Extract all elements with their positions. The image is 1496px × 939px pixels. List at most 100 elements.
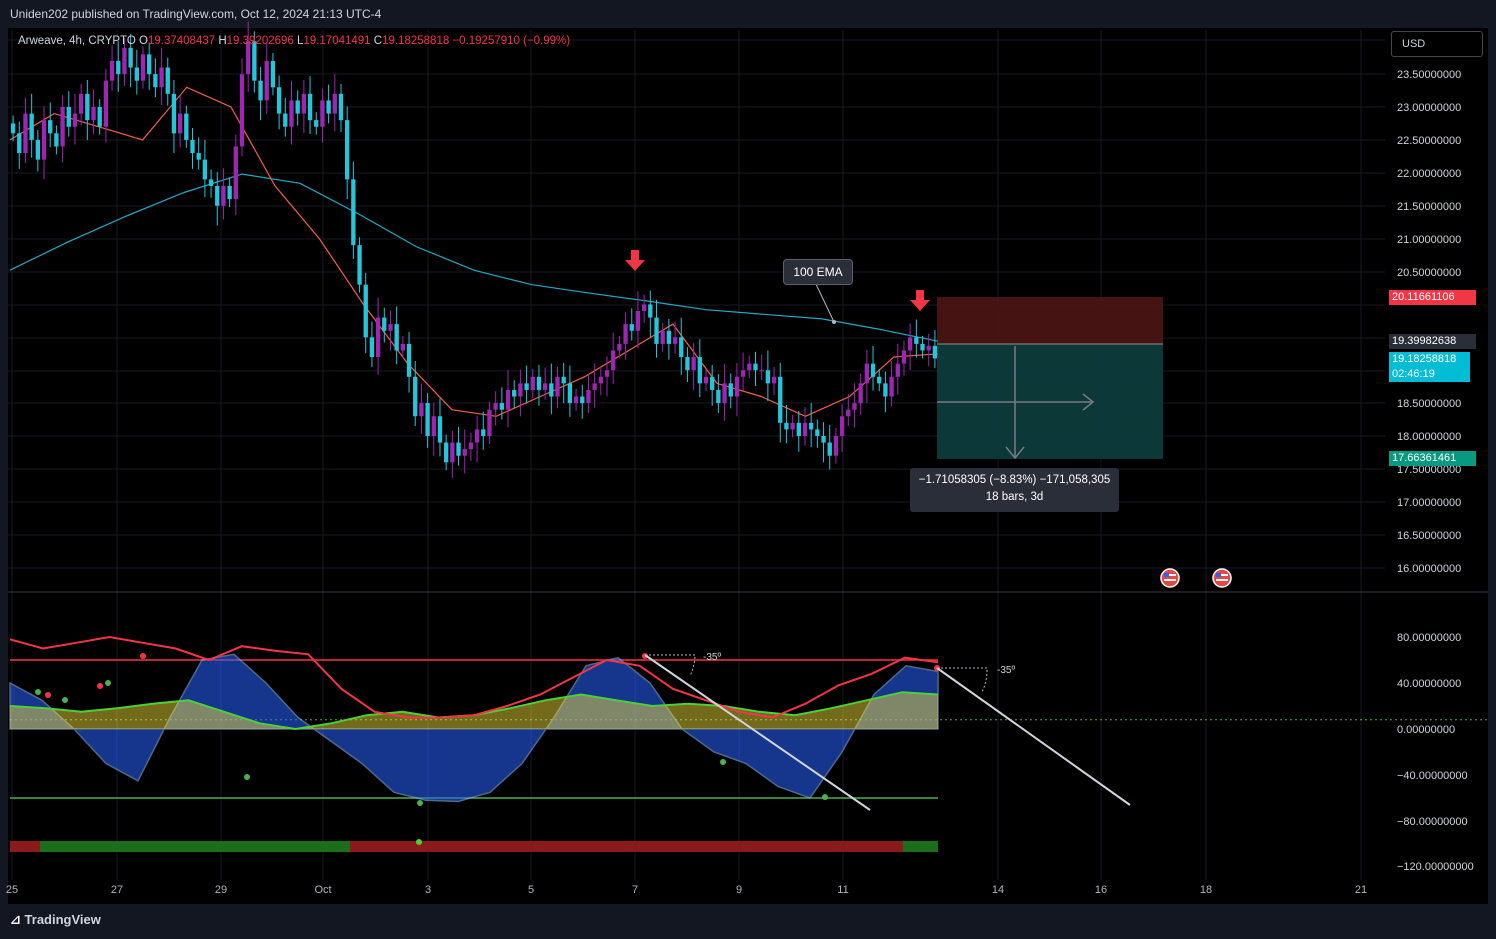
price-tick-label: 18.50000000 xyxy=(1397,398,1461,410)
candle-body xyxy=(171,93,177,134)
signal-dot xyxy=(416,839,422,845)
osc-tick-label: 80.00000000 xyxy=(1397,632,1461,644)
candle-body xyxy=(883,383,888,397)
ema-label[interactable]: 100 EMA xyxy=(783,259,853,285)
measure-line-2: 18 bars, 3d xyxy=(985,491,1044,503)
signal-dot xyxy=(45,692,51,698)
candle-body xyxy=(611,350,616,371)
ema-fast-line xyxy=(9,86,939,417)
candle-body xyxy=(505,389,511,410)
footer: ⊿ TradingView xyxy=(0,904,1496,939)
candle-body xyxy=(697,357,702,384)
osc-tick-label: −40.00000000 xyxy=(1397,770,1468,782)
x-tick-label: 27 xyxy=(111,884,123,896)
candle-body xyxy=(78,93,84,114)
trend-bar-segment xyxy=(350,841,903,852)
red-line xyxy=(9,635,939,719)
tradingview-logo[interactable]: ⊿ TradingView xyxy=(10,912,101,928)
candle-body xyxy=(481,429,486,436)
candle-body xyxy=(815,429,820,436)
entry-price-tag: 19.39982638 xyxy=(1389,334,1476,349)
open-value: 19.37408437 xyxy=(147,35,216,47)
candle-body xyxy=(604,370,610,377)
open-label: O xyxy=(139,35,148,47)
candle-body xyxy=(382,317,387,331)
candle-body xyxy=(740,370,746,377)
sell-arrow-2 xyxy=(910,290,930,311)
candle-body xyxy=(586,389,591,404)
candle-body xyxy=(419,403,424,417)
candle-body xyxy=(289,100,294,127)
tv-logo-icon: ⊿ xyxy=(10,912,21,927)
grid-lines xyxy=(8,30,1385,880)
wave-area xyxy=(9,653,939,803)
signal-dot xyxy=(417,800,423,806)
osc-tick-label: 40.00000000 xyxy=(1397,678,1461,690)
candle-body xyxy=(827,442,832,456)
candle-body xyxy=(147,54,152,75)
candle-body xyxy=(109,60,115,81)
signal-dot xyxy=(105,680,111,686)
candle-body xyxy=(710,376,715,390)
trend-bar-segment xyxy=(40,841,350,852)
candle-body xyxy=(375,317,381,358)
candle-body xyxy=(635,310,641,331)
trendline-1 xyxy=(644,654,871,811)
x-tick-label: 14 xyxy=(992,884,1004,896)
x-tick-label: 3 xyxy=(425,884,431,896)
x-tick-label: 7 xyxy=(632,884,638,896)
candle-body xyxy=(91,107,96,121)
stop-price-tag: 20.11661106 xyxy=(1389,290,1476,305)
candle-body xyxy=(536,376,542,390)
candle-body xyxy=(641,304,647,311)
signal-dot xyxy=(822,794,828,800)
tv-brand-label: TradingView xyxy=(24,912,101,927)
candle-body xyxy=(437,416,443,443)
candle-body xyxy=(35,139,41,160)
candle-body xyxy=(549,383,554,397)
price-tick-label: 21.00000000 xyxy=(1397,234,1461,246)
candle-body xyxy=(592,383,597,390)
candle-body xyxy=(388,324,393,331)
x-tick-label: 25 xyxy=(6,884,18,896)
price-tick-label: 18.00000000 xyxy=(1397,431,1461,443)
candle-body xyxy=(258,80,263,101)
candle-body xyxy=(901,350,907,364)
candle-body xyxy=(914,337,919,344)
candle-body xyxy=(499,403,505,410)
x-axis: 25 27 29 Oct 3 5 7 9 11 14 16 18 21 xyxy=(6,884,1367,896)
candle-body xyxy=(326,100,331,114)
candle-body xyxy=(784,422,789,430)
candle-body xyxy=(41,120,47,160)
candle-body xyxy=(870,363,876,377)
candle-body xyxy=(648,304,653,318)
osc-tick-label: −80.00000000 xyxy=(1397,816,1468,828)
candle-body xyxy=(54,133,59,147)
candle-body xyxy=(233,146,238,200)
us-flag-icon-1 xyxy=(1160,568,1180,588)
signal-dot xyxy=(35,689,41,695)
trendline-2 xyxy=(936,667,1131,806)
candle-body xyxy=(858,383,863,404)
candle-body xyxy=(833,436,839,456)
candle-body xyxy=(60,107,65,147)
candle-body xyxy=(685,357,690,371)
high-label: H xyxy=(218,35,227,47)
candle-body xyxy=(821,436,826,443)
x-tick-label: 11 xyxy=(837,884,848,896)
x-tick-label: 9 xyxy=(736,884,742,896)
candle-body xyxy=(29,113,34,140)
candle-body xyxy=(864,363,870,384)
candle-body xyxy=(10,123,16,134)
y-axis-price: 23.50000000 23.00000000 22.50000000 22.0000… xyxy=(1397,69,1461,575)
countdown-tag: 02:46:19 xyxy=(1389,367,1470,382)
candle-body xyxy=(462,449,467,456)
candle-body xyxy=(190,139,195,154)
x-tick-label: Oct xyxy=(314,884,331,896)
candle-body xyxy=(889,376,894,397)
currency-button[interactable]: USD xyxy=(1391,31,1483,57)
candle-body xyxy=(920,343,925,351)
candle-body xyxy=(252,41,257,81)
candle-body xyxy=(332,93,337,114)
